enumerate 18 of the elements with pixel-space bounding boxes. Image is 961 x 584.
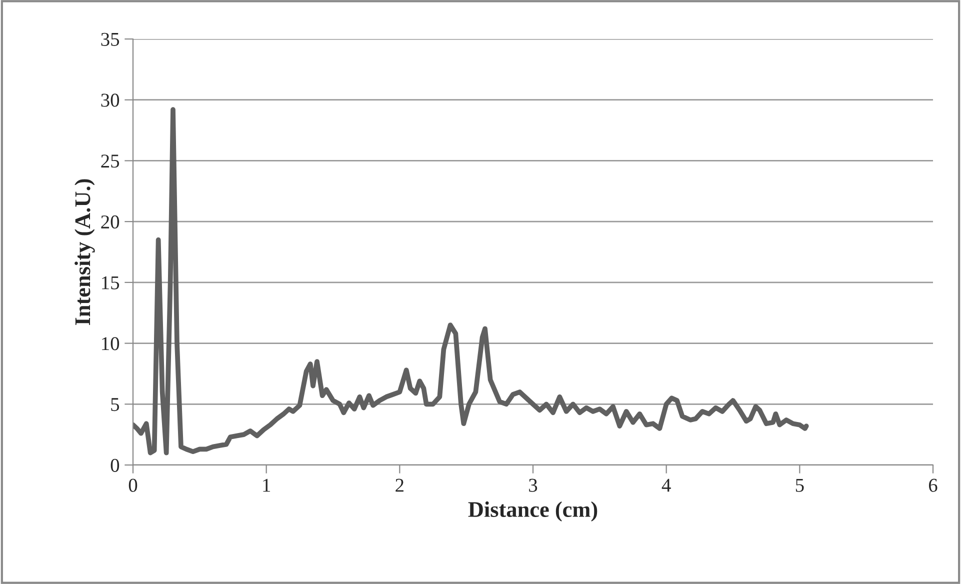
y-tick-label: 30	[101, 94, 120, 107]
y-tick-label: 35	[101, 32, 120, 46]
y-tick-label: 5	[111, 398, 120, 412]
x-tick-label: 0	[128, 478, 138, 492]
y-tick-label: 15	[102, 276, 120, 290]
x-tick-label: 1	[263, 478, 270, 492]
y-tick-label: 20	[101, 215, 120, 229]
y-tick-label: 10	[102, 337, 120, 350]
x-tick-label: 5	[796, 478, 804, 492]
x-axis-title: Distance (cm)	[468, 501, 598, 522]
y-tick-label: 0	[110, 458, 120, 472]
x-tick-label: 6	[928, 478, 938, 492]
y-axis-title: Intensity (A.U.)	[74, 179, 95, 326]
x-tick-label: 2	[396, 478, 404, 492]
line-series	[133, 107, 809, 456]
x-tick-label: 3	[529, 478, 538, 492]
x-tick-label: 4	[662, 478, 671, 492]
y-tick-label: 25	[101, 154, 120, 168]
